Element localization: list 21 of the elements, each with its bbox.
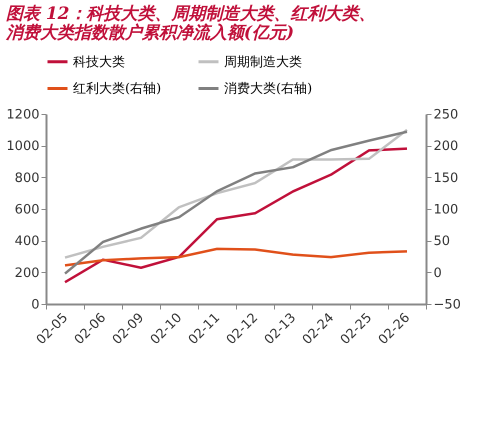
line-series <box>64 147 408 284</box>
y-tick-label: 1000 <box>6 139 40 154</box>
y2-tick-label: 50 <box>434 234 450 250</box>
y-tick-label: 600 <box>14 202 40 218</box>
legend-label: 科技大类 <box>73 54 125 70</box>
y2-tick-label: 0 <box>434 266 442 281</box>
y2-tick-label: 250 <box>434 108 458 122</box>
chart-title: 图表 12：科技大类、周期制造大类、红利大类、消费大类指数散户累积净流入额(亿元) <box>4 4 376 43</box>
y-tick-label: 0 <box>31 298 40 312</box>
y2-tick-label: 150 <box>434 170 458 186</box>
y2-tick-label: 100 <box>434 202 458 218</box>
y-tick-label: 1200 <box>6 108 40 122</box>
y-tick-label: 800 <box>14 170 40 186</box>
y2-tick-label: −50 <box>434 298 461 312</box>
legend-label: 消费大类(右轴) <box>224 82 312 96</box>
y-tick-label: 400 <box>14 234 40 250</box>
line-series <box>64 248 408 267</box>
y-tick-label: 200 <box>14 266 40 281</box>
legend-label: 周期制造大类 <box>224 54 302 70</box>
y2-tick-label: 200 <box>434 139 458 154</box>
legend-label: 红利大类(右轴) <box>73 82 162 96</box>
